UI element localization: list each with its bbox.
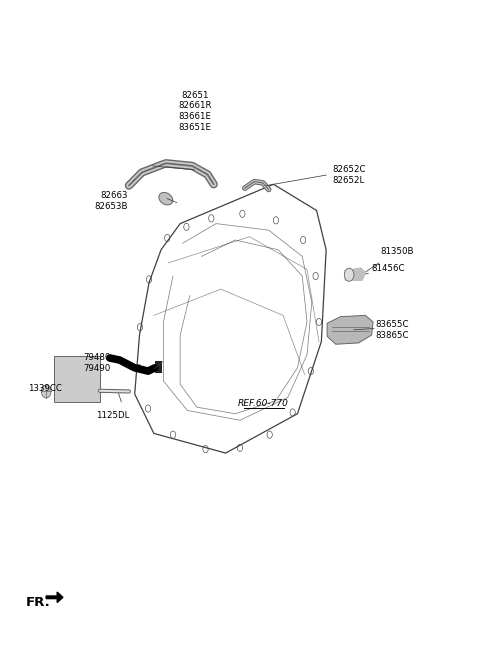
FancyBboxPatch shape (54, 356, 100, 402)
Text: 82652C
82652L: 82652C 82652L (332, 165, 365, 185)
Circle shape (344, 268, 354, 281)
Text: 1339CC: 1339CC (28, 384, 62, 394)
Text: 82663
82653B: 82663 82653B (94, 191, 128, 210)
Polygon shape (345, 268, 365, 280)
Text: 81350B: 81350B (380, 248, 414, 256)
Text: 83655C
83865C: 83655C 83865C (375, 320, 408, 340)
Text: 79480
79490: 79480 79490 (84, 353, 111, 373)
Text: 81456C: 81456C (372, 264, 405, 273)
Circle shape (41, 385, 51, 398)
Text: REF.60-770: REF.60-770 (238, 399, 288, 409)
Polygon shape (155, 361, 162, 373)
Text: 1125DL: 1125DL (96, 411, 130, 420)
Ellipse shape (159, 193, 173, 205)
Polygon shape (327, 315, 373, 344)
Text: FR.: FR. (25, 596, 50, 609)
Polygon shape (46, 592, 63, 602)
Text: 82651
82661R
83661E
83651E: 82651 82661R 83661E 83651E (178, 91, 212, 132)
